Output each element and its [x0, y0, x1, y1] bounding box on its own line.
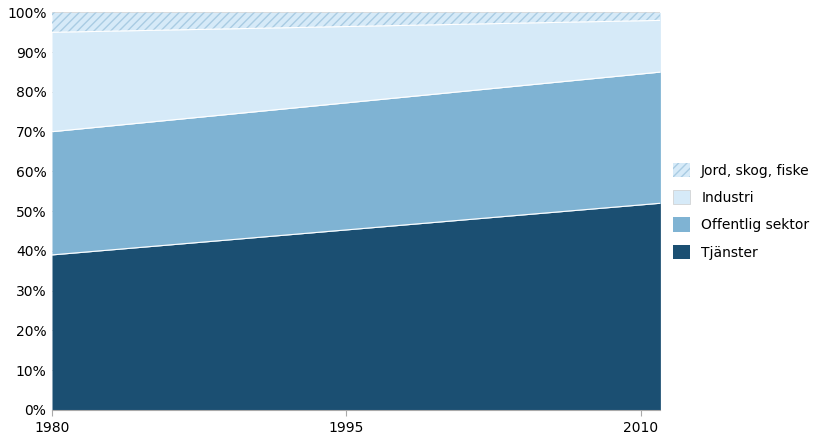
Legend: Jord, skog, fiske, Industri, Offentlig sektor, Tjänster: Jord, skog, fiske, Industri, Offentlig s…: [673, 163, 810, 259]
